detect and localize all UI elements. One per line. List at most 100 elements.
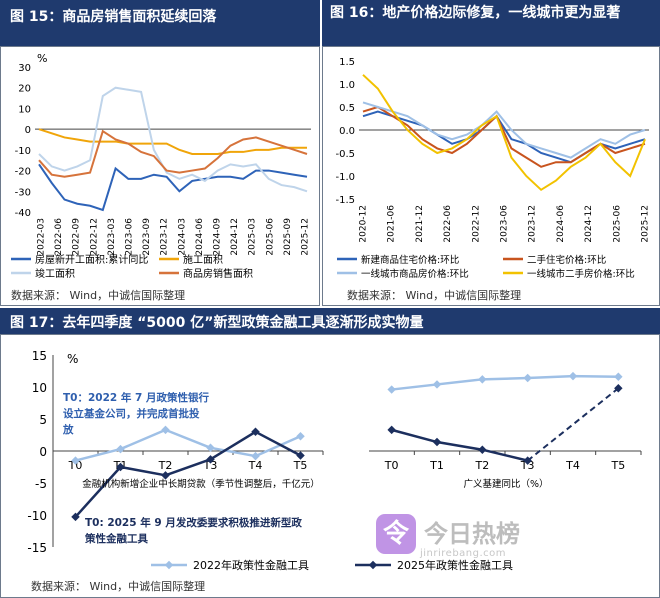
watermark-logo-icon: 令 [376,514,416,554]
fig17-right-series-line [391,374,619,391]
fig17-legend-label: 2025年政策性金融工具 [397,558,513,572]
fig17-header: 图 17：去年四季度 “5000 亿”新型政策金融工具逐渐形成实物量 [0,308,660,334]
fig17-right-xtick: T1 [429,459,444,472]
fig17-right-xtick: T2 [474,459,489,472]
fig15-xtick: 2024-12 [230,218,240,256]
fig16-series-line [362,74,646,192]
fig17-left-marker [296,432,305,441]
fig15-chart: % 30 20 10 0 -10 -20 -30 -40 2022-03 2022-06 2022-0… [11,52,311,280]
fig17-ytick: -5 [35,477,47,491]
fig17-legend-marker [368,560,378,570]
fig16-xtick: 2023-12 [528,205,538,243]
fig17-left-marker [206,443,215,453]
fig16-source: 数据来源： Wind，中诚信国际整理 [347,289,522,302]
fig16-ytick: 1.5 [339,57,355,68]
fig16-xtick: 2021-12 [415,205,425,243]
fig15-header: 图 15：商品房销售面积延续回落 [0,0,320,46]
watermark-url: jinrirebang.com [420,548,507,559]
fig17-annotation1-line: T0：2022 年 7 月政策性银行 [63,391,209,404]
fig17-panel: % 15 10 5 0 -5 -10 -15 T0 T1 T2 T3 T4 T5 金融机构新增企业中长期贷款… [0,334,660,598]
fig16-xtick: 2024-12 [584,205,594,243]
fig17-ytick: 0 [39,445,47,459]
fig17-right-marker [432,380,442,389]
fig16-ytick: -1.5 [335,195,355,206]
watermark: 令 今日热榜 jinrirebang.com [376,512,616,564]
fig15-ytick: 20 [18,84,31,95]
fig15-panel: % 30 20 10 0 -10 -20 -30 -40 2022-03 2022-06 2022-0… [0,46,320,306]
fig16-series-line [362,101,646,159]
fig17-annotation2-line: T0: 2025 年 9 月发改委要求积极推进新型政 [85,516,302,529]
fig16-ytick: -0.5 [335,149,355,160]
fig17-right-xtick: T3 [520,459,535,472]
fig15-xtick: 2023-12 [160,218,170,256]
fig17-left-xtick: T5 [293,459,308,472]
fig15-ytick: -30 [15,187,31,198]
fig17-left-series-line [74,430,302,518]
fig15-xtick: 2025-09 [283,218,293,256]
fig17-chart: % 15 10 5 0 -5 -10 -15 T0 T1 T2 T3 T4 T5 金融机构新增企业中长期贷款… [27,349,642,572]
fig17-ytick: 5 [39,413,47,427]
fig16-xtick: 2022-06 [443,205,453,243]
fig16-header: 图 16：地产价格边际修复，一线城市更为显著 [322,0,660,46]
fig17-ytick: 10 [32,381,47,395]
fig17-ytick: 15 [32,349,47,363]
fig17-right-marker [568,371,578,381]
fig15-ytick: 0 [25,125,31,136]
fig16-xtick: 2021-06 [387,205,397,243]
fig17-right-xtick: T4 [565,459,580,472]
fig15-xtick: 2022-09 [72,218,82,256]
fig17-ytick: -15 [27,541,47,555]
fig16-xtick: 2022-12 [471,205,481,243]
fig15-ytick: 30 [18,63,31,74]
fig16-legend-label: 一线城市二手房价格:环比 [527,268,635,280]
fig17-left-series-line [75,428,302,462]
fig16-ytick: 0.0 [339,126,355,137]
fig17-right-marker [614,372,623,382]
fig17-right-xlabel: 广义基建同比（%） [463,478,548,490]
fig16-legend-label: 二手住宅价格:环比 [527,254,606,266]
fig17-legend-label: 2022年政策性金融工具 [193,558,309,572]
fig15-series-line [38,128,307,155]
fig15-xtick: 2022-03 [37,218,47,256]
fig16-legend-label: 一线城市商品房价格:环比 [361,268,469,280]
fig15-xtick: 2023-09 [142,218,152,256]
fig17-left-xtick: T0 [68,459,83,472]
fig15-legend-label: 竣工面积 [35,267,75,280]
fig15-xtick: 2023-06 [125,218,135,256]
fig15-series-line [38,86,308,193]
fig17-source: 数据来源： Wind，中诚信国际整理 [31,580,206,593]
fig16-xtick: 2024-06 [556,205,566,243]
fig16-ytick: -1.0 [335,172,355,183]
fig15-legend-label: 商品房销售面积 [183,267,253,280]
fig15-xtick: 2024-03 [177,218,187,256]
fig17-left-marker [161,425,170,435]
fig17-right-marker [478,375,487,384]
fig15-xtick: 2022-12 [89,218,99,256]
fig17-left-marker [116,444,125,454]
fig17-right-xtick: T0 [384,459,399,472]
fig17-ytick: -10 [27,509,47,523]
fig16-xtick: 2025-06 [612,205,622,243]
fig15-xtick: 2025-03 [248,218,258,256]
fig16-xtick: 2020-12 [359,205,369,243]
fig17-left-xtick: T4 [248,459,263,472]
fig17-annotation2-line: 策性金融工具 [84,532,148,545]
fig17-right-marker [432,437,442,447]
fig15-xtick: 2024-06 [195,218,205,256]
fig17-left-marker [116,462,125,472]
fig17-annotation1-line: 放 [62,423,74,436]
fig15-xtick: 2022-06 [54,218,64,256]
fig15-title: 图 15：商品房销售面积延续回落 [10,9,217,25]
fig17-right-marker [387,425,396,435]
fig15-legend-label: 施工面积 [183,253,223,266]
fig17-left-xtick: T2 [158,459,173,472]
fig17-left-xtick: T3 [203,459,218,472]
fig17-unit: % [67,352,78,366]
fig15-series-line [38,129,308,178]
fig16-ytick: 0.5 [339,103,355,114]
fig15-xtick: 2025-06 [265,218,275,256]
fig17-annotation1-line: 设立基金公司，并完成首批投 [63,407,200,420]
fig16-panel: 1.5 1.0 0.5 0.0 -0.5 -1.0 -1.5 2020-12 2021-06 20… [322,46,660,306]
fig17-right-marker [387,385,396,394]
fig15-ytick: 10 [18,104,31,115]
